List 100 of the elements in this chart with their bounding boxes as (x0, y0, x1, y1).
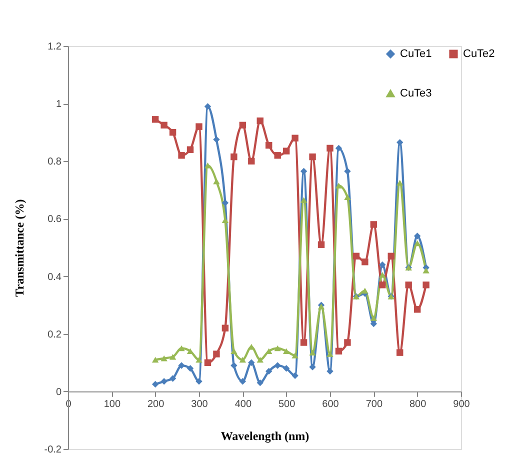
point (239, 122, 246, 129)
point (178, 152, 185, 159)
point (230, 348, 238, 354)
point (422, 268, 430, 274)
y-tick-label: 0.6 (48, 214, 62, 226)
point (239, 378, 246, 385)
x-tick-label: 800 (409, 398, 427, 410)
x-tick-label: 600 (322, 398, 340, 410)
point (196, 378, 202, 385)
point (213, 350, 220, 358)
point (169, 375, 176, 382)
y-tick-label: 0.4 (48, 272, 62, 283)
point (274, 362, 281, 369)
x-tick-label: 700 (366, 398, 383, 410)
point (160, 122, 168, 129)
point (300, 339, 308, 346)
point (422, 282, 430, 288)
point (222, 200, 229, 206)
point (396, 349, 404, 356)
y-tick-label: 0 (56, 386, 62, 398)
x-axis-title: Wavelength (nm) (220, 428, 310, 443)
point (370, 320, 378, 328)
point (230, 362, 238, 369)
point (152, 356, 159, 363)
point (213, 178, 220, 184)
point (362, 258, 368, 266)
point (186, 365, 194, 372)
point (309, 153, 316, 160)
point (370, 315, 378, 321)
x-tick-label: 100 (104, 398, 121, 410)
point (282, 365, 290, 372)
point (282, 348, 290, 354)
point (292, 352, 298, 358)
point (256, 117, 264, 124)
point (230, 153, 238, 160)
point (274, 345, 281, 352)
point (169, 354, 176, 360)
legend-label: CuTe2 (463, 48, 495, 60)
point (169, 129, 176, 136)
point (326, 368, 334, 375)
point (222, 324, 229, 332)
point (300, 168, 308, 175)
y-tick-label: -0.2 (44, 444, 62, 455)
point (352, 252, 360, 260)
point (344, 194, 351, 200)
point (335, 348, 342, 354)
point (335, 182, 342, 189)
point (326, 351, 334, 357)
point (396, 180, 404, 186)
point (405, 282, 412, 288)
point (309, 364, 316, 370)
point (414, 232, 421, 240)
y-tick-label: 0.2 (48, 329, 62, 340)
legend-label: CuTe3 (400, 88, 432, 100)
point (152, 380, 159, 388)
point (274, 152, 281, 159)
point (326, 144, 334, 152)
point (414, 306, 421, 313)
y-tick-label: 1.2 (48, 42, 62, 52)
point (344, 339, 351, 346)
point (300, 197, 308, 203)
point (292, 372, 298, 379)
point (344, 168, 351, 175)
point (152, 116, 159, 123)
point (379, 272, 386, 278)
point (318, 241, 325, 248)
point (309, 350, 316, 356)
point (178, 362, 185, 369)
point (379, 261, 386, 268)
x-tick-label: 900 (453, 398, 470, 410)
point (186, 146, 194, 153)
point (196, 356, 202, 363)
point (248, 158, 255, 164)
point (266, 368, 272, 375)
point (266, 348, 272, 354)
x-tick-label: 500 (278, 398, 296, 410)
point (282, 148, 290, 154)
y-tick-label: 1 (56, 99, 62, 110)
point (213, 136, 220, 143)
point (256, 379, 264, 386)
point (370, 221, 378, 228)
point (388, 252, 394, 260)
point (396, 139, 404, 146)
legend-label: CuTe1 (400, 48, 432, 60)
y-axis-title: Transmittance (%) (12, 199, 26, 297)
point (362, 288, 368, 294)
point (186, 348, 194, 354)
point (160, 355, 168, 362)
point (204, 359, 212, 366)
y-tick-label: 0.8 (48, 156, 62, 168)
point (292, 134, 298, 142)
point (160, 378, 168, 385)
point (335, 144, 342, 152)
point (248, 359, 255, 366)
point (414, 240, 421, 246)
point (239, 356, 246, 363)
x-tick-label: 300 (191, 398, 208, 410)
point (266, 142, 272, 149)
point (204, 103, 212, 110)
x-tick-label: 200 (147, 398, 165, 410)
